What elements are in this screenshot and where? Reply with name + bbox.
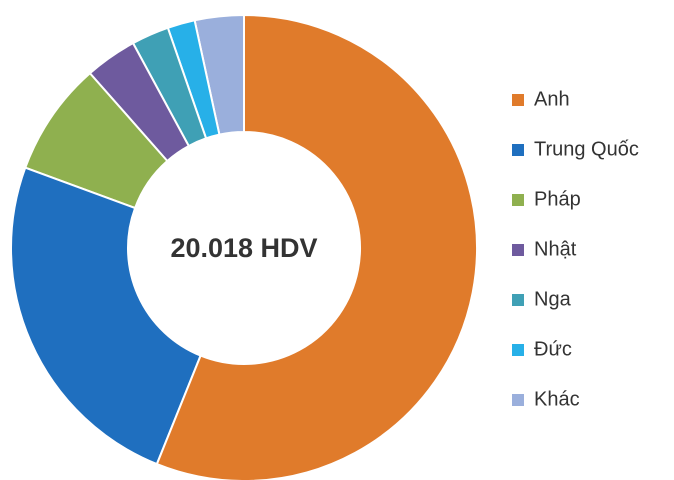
legend-swatch	[512, 244, 524, 256]
legend-label: Đức	[534, 338, 572, 360]
legend-swatch	[512, 194, 524, 206]
legend-label: Anh	[534, 88, 570, 110]
donut-segment	[131, 26, 208, 148]
donut-segment	[166, 19, 221, 140]
legend-label: Trung Quốc	[534, 138, 639, 160]
legend-label: Pháp	[534, 188, 581, 210]
legend-swatch	[512, 394, 524, 406]
legend-label: Nhật	[534, 238, 577, 260]
legend-swatch	[512, 294, 524, 306]
donut-segment	[88, 41, 191, 163]
center-label: 20.018 HDV	[170, 233, 317, 263]
donut-segment	[155, 13, 478, 480]
legend-swatch	[512, 94, 524, 106]
donut-segment	[10, 166, 202, 466]
legend-swatch	[512, 144, 524, 156]
legend-label: Nga	[534, 288, 572, 310]
legend-label: Khác	[534, 388, 580, 410]
donut-segment	[23, 71, 169, 210]
legend-swatch	[512, 344, 524, 356]
